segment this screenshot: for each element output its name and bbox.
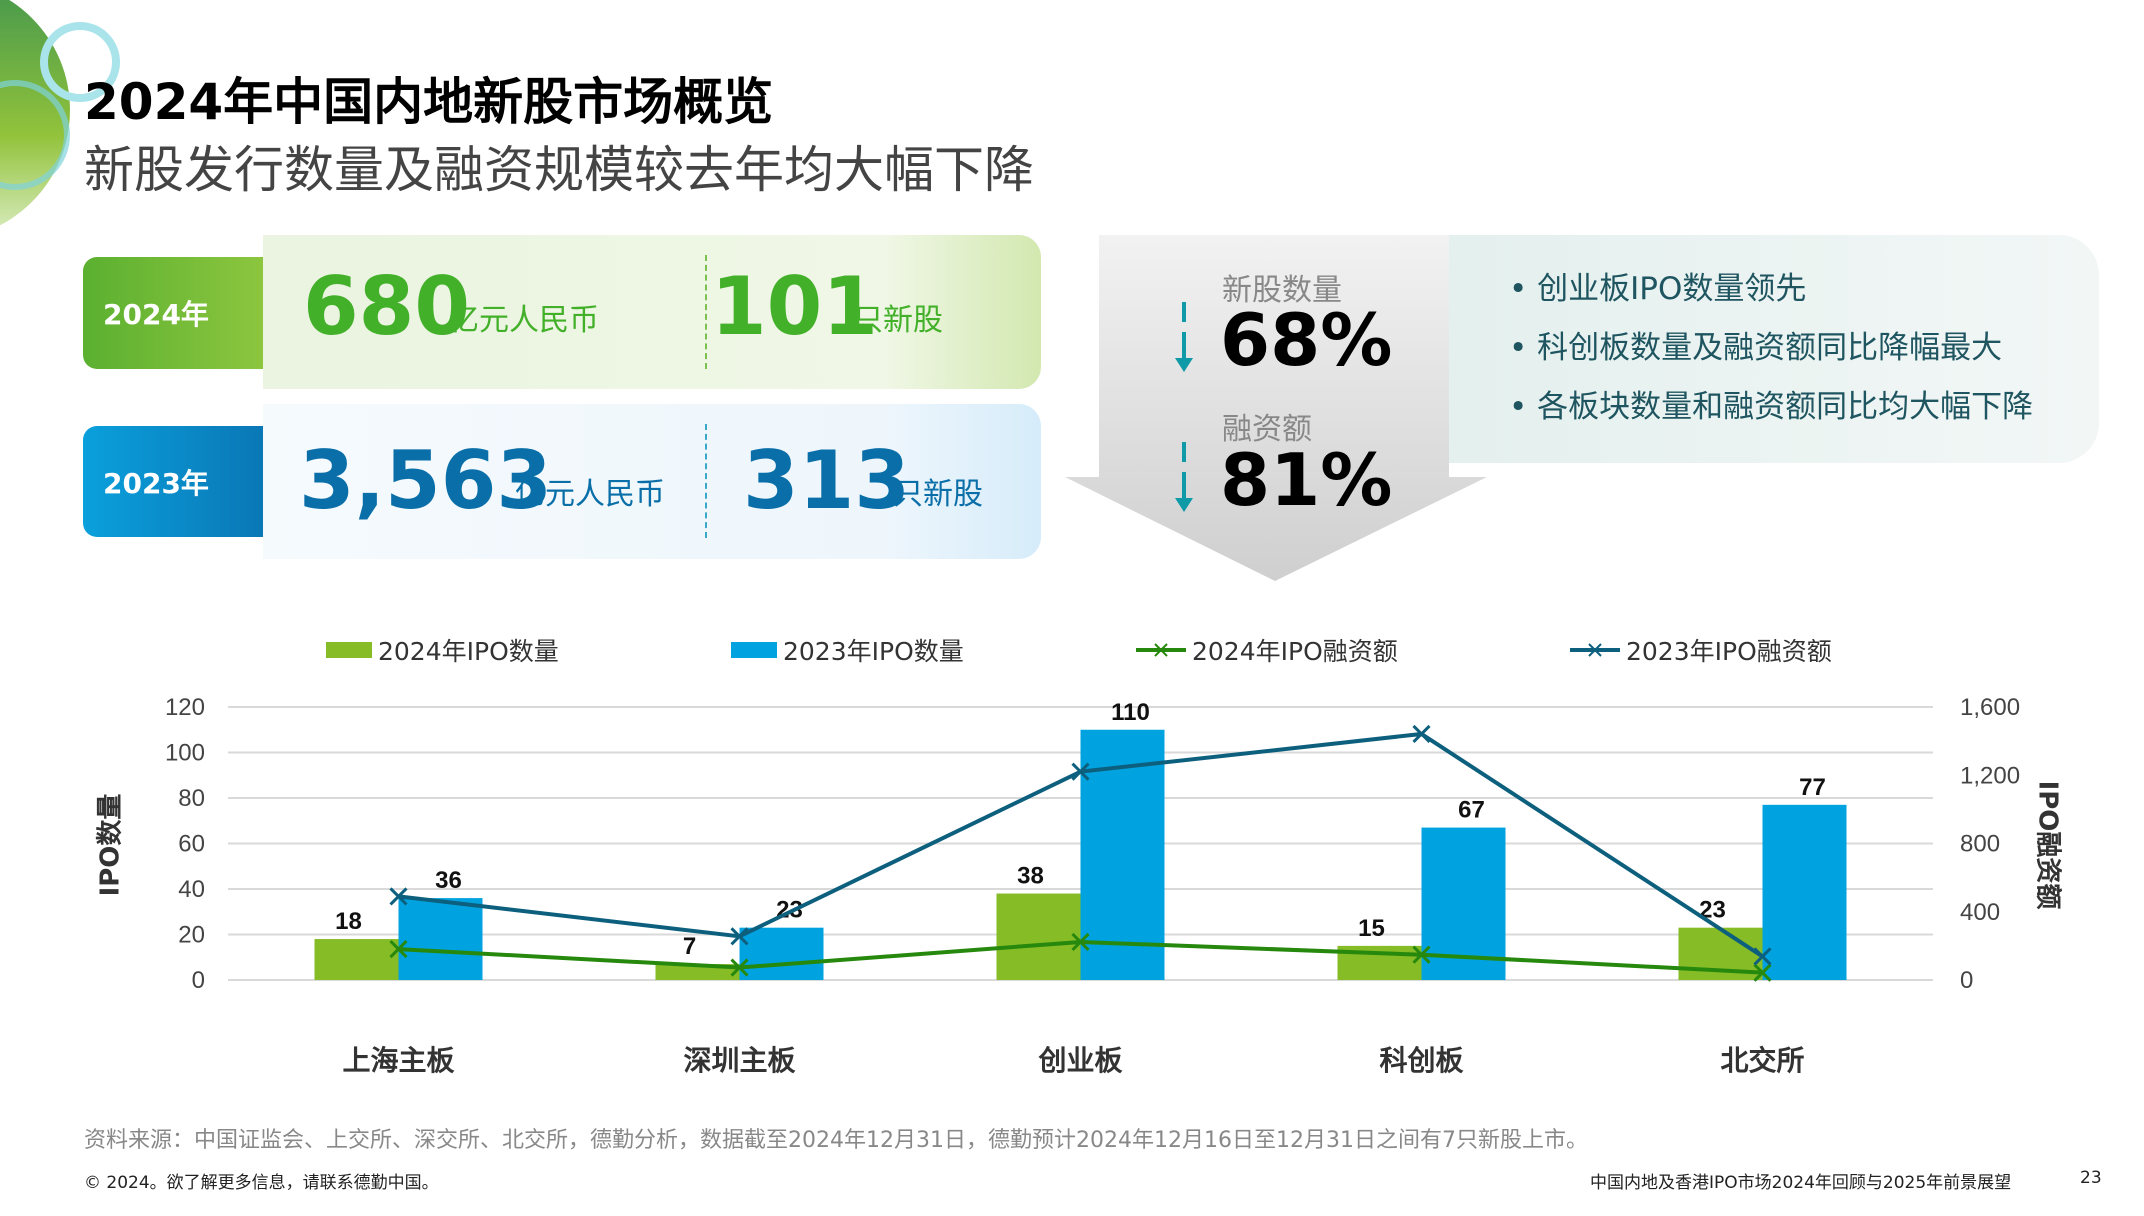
count-decline-label: 新股数量 bbox=[1222, 273, 1342, 308]
page-title: 2024年中国内地新股市场概览 bbox=[84, 73, 774, 131]
legend-label: 2024年IPO数量 bbox=[378, 637, 559, 666]
count-value: 101 bbox=[711, 260, 878, 353]
line-point-marker bbox=[389, 940, 408, 959]
line-point-marker bbox=[1753, 947, 1772, 966]
summary-panel-2023: 3,563 亿元人民币 313 只新股 bbox=[263, 404, 1041, 559]
line-point-marker bbox=[1753, 963, 1772, 982]
data-label: 38 bbox=[1017, 863, 1044, 890]
category-label: 深圳主板 bbox=[683, 1044, 795, 1077]
legend-item: 2023年IPO数量 bbox=[731, 632, 964, 668]
divider bbox=[705, 424, 707, 538]
divider bbox=[705, 255, 707, 369]
data-label: 15 bbox=[1358, 915, 1385, 942]
y2-tick-label: 0 bbox=[1960, 967, 1973, 994]
y-axis-title: IPO数量 bbox=[95, 793, 126, 897]
amount-unit: 亿元人民币 bbox=[515, 477, 665, 512]
bar bbox=[1762, 804, 1847, 980]
amount-unit: 亿元人民币 bbox=[449, 303, 599, 338]
amount-decline-pct: 81% bbox=[1220, 438, 1393, 522]
highlights-panel: • 创业板IPO数量领先 • 科创板数量及融资额同比降幅最大 • 各板块数量和融… bbox=[1449, 235, 2099, 463]
arrow-down-icon bbox=[1175, 442, 1193, 512]
legend-item: 2023年IPO融资额 bbox=[1570, 632, 1832, 668]
legend-line-marker bbox=[1136, 643, 1186, 657]
legend-label: 2023年IPO数量 bbox=[783, 637, 964, 666]
ipo-chart: 0 20 40 60 80 100 120 0 400 800 1,200 1,600 上海主板 深圳主板… bbox=[165, 694, 2020, 1077]
y-tick-label: 80 bbox=[178, 785, 205, 812]
highlight-text: 各板块数量和融资额同比均大幅下降 bbox=[1537, 389, 2034, 425]
bar bbox=[739, 927, 824, 980]
count-unit: 只新股 bbox=[893, 477, 983, 512]
legend-swatch bbox=[731, 642, 777, 658]
y-tick-label: 100 bbox=[165, 740, 205, 767]
year-label-2023: 2023年 bbox=[83, 426, 265, 537]
category-label: 创业板 bbox=[1037, 1044, 1122, 1077]
highlight-item: • 创业板IPO数量领先 bbox=[1509, 271, 1807, 307]
decorative-ring bbox=[40, 22, 120, 102]
highlight-text: 创业板IPO数量领先 bbox=[1537, 271, 1807, 307]
line-point-marker bbox=[1412, 724, 1431, 744]
bar bbox=[398, 898, 483, 980]
down-arrow-shape bbox=[1065, 235, 1487, 581]
legend-swatch bbox=[326, 642, 372, 658]
data-label: 7 bbox=[683, 933, 696, 960]
y-tick-label: 20 bbox=[178, 922, 205, 949]
legend-label: 2024年IPO融资额 bbox=[1192, 637, 1398, 666]
highlight-text: 科创板数量及融资额同比降幅最大 bbox=[1537, 330, 2003, 366]
report-title: 中国内地及香港IPO市场2024年回顾与2025年前景展望 bbox=[1590, 1173, 2012, 1193]
arrow-down-icon bbox=[1175, 302, 1193, 372]
category-label: 北交所 bbox=[1720, 1044, 1804, 1077]
page-number: 23 bbox=[2080, 1168, 2102, 1188]
y2-tick-label: 1,200 bbox=[1960, 762, 2020, 789]
count-unit: 只新股 bbox=[853, 303, 943, 338]
data-label: 36 bbox=[435, 867, 462, 894]
line-point-marker bbox=[1071, 762, 1090, 781]
y2-axis-title: IPO融资额 bbox=[2032, 780, 2063, 910]
count-decline-pct: 68% bbox=[1220, 298, 1393, 382]
line-point-marker bbox=[389, 887, 408, 906]
legend-label: 2023年IPO融资额 bbox=[1626, 637, 1832, 666]
data-label: 67 bbox=[1458, 797, 1485, 824]
y2-tick-label: 1,600 bbox=[1960, 694, 2020, 721]
line-point-marker bbox=[1412, 945, 1431, 964]
category-label: 科创板 bbox=[1379, 1044, 1463, 1077]
summary-panel-2024: 680 亿元人民币 101 只新股 bbox=[263, 235, 1041, 389]
highlight-item: • 各板块数量和融资额同比均大幅下降 bbox=[1509, 389, 2034, 425]
data-label: 77 bbox=[1799, 774, 1826, 801]
legend-item: 2024年IPO融资额 bbox=[1136, 632, 1398, 668]
amount-value: 3,563 bbox=[299, 434, 553, 527]
legend-line-marker bbox=[1570, 643, 1620, 657]
line-point-marker bbox=[730, 958, 749, 977]
bar bbox=[314, 939, 399, 980]
y-tick-label: 40 bbox=[178, 876, 205, 903]
y-tick-label: 0 bbox=[192, 967, 205, 994]
count-value: 313 bbox=[743, 434, 910, 527]
category-label: 上海主板 bbox=[342, 1044, 454, 1077]
line-point-marker bbox=[730, 927, 749, 946]
highlight-item: • 科创板数量及融资额同比降幅最大 bbox=[1509, 330, 2003, 366]
y-tick-label: 120 bbox=[165, 694, 205, 721]
y-tick-label: 60 bbox=[178, 831, 205, 858]
data-label: 110 bbox=[1111, 699, 1150, 726]
year-label-2024: 2024年 bbox=[83, 257, 265, 369]
line-point-marker bbox=[1071, 932, 1090, 952]
amount-decline-label: 融资额 bbox=[1222, 412, 1312, 447]
y2-tick-label: 400 bbox=[1960, 899, 2000, 926]
amount-value: 680 bbox=[303, 260, 470, 353]
legend-item: 2024年IPO数量 bbox=[326, 632, 559, 668]
bar bbox=[996, 893, 1081, 980]
source-note: 资料来源：中国证监会、上交所、深交所、北交所，德勤分析，数据截至2024年12月… bbox=[84, 1128, 1588, 1153]
copyright: © 2024。欲了解更多信息，请联系德勤中国。 bbox=[84, 1173, 439, 1193]
y2-tick-label: 800 bbox=[1960, 831, 2000, 858]
page-subtitle: 新股发行数量及融资规模较去年均大幅下降 bbox=[84, 141, 1034, 199]
data-label: 18 bbox=[335, 908, 362, 935]
